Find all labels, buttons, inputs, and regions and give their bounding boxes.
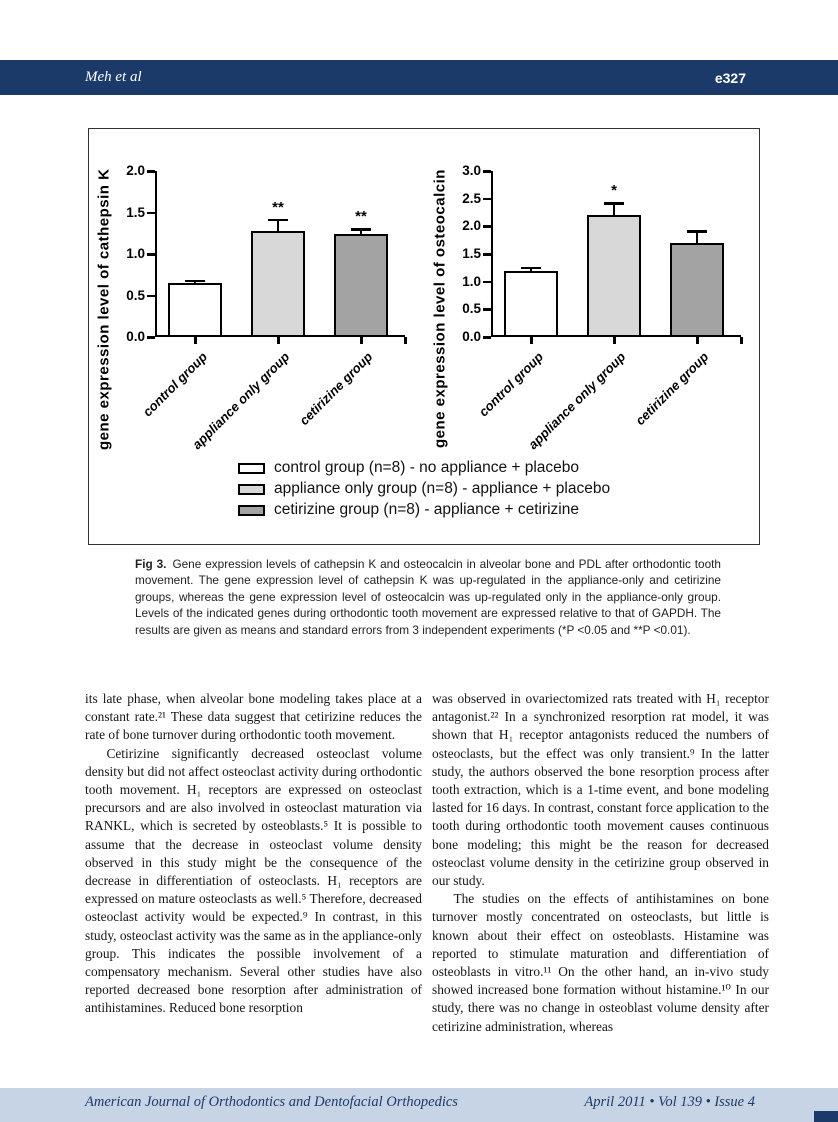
footer-issue-info: April 2011 • Vol 139 • Issue 4: [584, 1093, 755, 1110]
y-tick-label: 2.5: [462, 190, 481, 206]
paragraph: Cetirizine significantly decreased osteo…: [85, 745, 422, 1016]
x-tick-mark: [530, 337, 533, 344]
header-page-number: e327: [714, 69, 746, 86]
paragraph: its late phase, when alveolar bone model…: [85, 691, 422, 743]
x-category-label: cetirizine group: [296, 349, 376, 429]
header-bar: Meh et al e327: [0, 60, 838, 95]
x-category-label: cetirizine group: [632, 349, 712, 429]
legend-swatch: [238, 504, 265, 516]
error-bar-cap: [268, 218, 288, 222]
error-bar-cap: [185, 279, 205, 283]
y-tick-mark: [147, 211, 155, 214]
y-tick-mark: [483, 308, 491, 311]
y-tick-mark: [483, 197, 491, 201]
y-tick-label: 2.0: [462, 218, 481, 234]
x-category-label: control group: [139, 349, 210, 420]
bar: [334, 234, 388, 337]
x-tick-mark: [696, 337, 699, 344]
error-bar-line: [359, 229, 363, 235]
y-tick-mark: [483, 280, 491, 284]
y-tick-label: 0.5: [462, 301, 481, 317]
x-tick-mark: [613, 337, 616, 344]
y-tick-label: 1.5: [462, 246, 481, 261]
legend-label: control group (n=8) - no appliance + pla…: [274, 459, 580, 476]
error-bar-line: [695, 231, 699, 244]
bar: [504, 270, 558, 337]
x-axis-end-tick: [404, 337, 407, 344]
caption-fig-label: Fig 3.: [135, 557, 167, 571]
significance-label: **: [272, 198, 284, 216]
bar: [587, 214, 641, 337]
error-bar-cap: [604, 202, 624, 205]
significance-label: *: [611, 182, 617, 200]
footer-corner-mark: [814, 1111, 838, 1122]
error-bar-line: [612, 203, 616, 215]
y-tick-label: 1.5: [126, 204, 145, 220]
footer-bar: American Journal of Orthodontics and Den…: [0, 1088, 838, 1122]
y-tick-label: 1.0: [126, 246, 145, 261]
paragraph: The studies on the effects of antihistam…: [432, 891, 769, 1034]
y-axis-label: gene expression level of cathepsin K: [95, 168, 113, 450]
y-tick-mark: [147, 294, 155, 297]
bar: [168, 283, 222, 337]
x-tick-mark: [194, 337, 197, 344]
y-tick-label: 1.0: [462, 273, 481, 289]
error-bar-line: [276, 219, 280, 231]
legend-label: appliance only group (n=8) - appliance +…: [274, 480, 611, 497]
legend-swatch: [238, 483, 265, 495]
y-tick-label: 0.0: [126, 329, 145, 344]
legend-item: appliance only group (n=8) - appliance +…: [238, 480, 610, 498]
x-tick-mark: [360, 337, 363, 344]
error-bar-cap: [351, 228, 371, 231]
caption-text: Gene expression levels of cathepsin K an…: [135, 557, 721, 637]
y-tick-label: 2.0: [126, 163, 145, 178]
paragraph: was observed in ovariectomized rats trea…: [432, 691, 769, 889]
x-category-label: control group: [475, 349, 546, 420]
y-tick-label: 0.0: [462, 329, 481, 344]
header-authors: Meh et al: [85, 69, 142, 85]
figure-legend: control group (n=8) - no appliance + pla…: [238, 459, 610, 522]
footer-journal-title: American Journal of Orthodontics and Den…: [85, 1093, 458, 1110]
legend-item: cetirizine group (n=8) - appliance + cet…: [238, 501, 610, 519]
body-left-column: its late phase, when alveolar bone model…: [85, 690, 422, 1018]
significance-label: **: [355, 208, 367, 226]
legend-swatch: [238, 462, 265, 474]
bar: [251, 230, 305, 337]
y-tick-label: 0.5: [126, 287, 145, 303]
y-tick-mark: [147, 336, 155, 339]
y-tick-mark: [483, 170, 491, 173]
body-right-column: was observed in ovariectomized rats trea…: [432, 690, 769, 1036]
error-bar-cap: [687, 230, 707, 233]
error-bar-cap: [521, 266, 541, 270]
y-tick-mark: [483, 253, 491, 256]
legend-item: control group (n=8) - no appliance + pla…: [238, 459, 610, 477]
legend-label: cetirizine group (n=8) - appliance + cet…: [274, 501, 579, 518]
figure-panel: gene expression level of cathepsin K 0.0…: [88, 128, 760, 545]
y-tick-mark: [483, 336, 491, 339]
y-tick-mark: [147, 170, 155, 173]
y-tick-mark: [483, 225, 491, 228]
y-tick-mark: [147, 253, 155, 256]
figure-caption: Fig 3. Gene expression levels of cathepsi…: [135, 556, 721, 638]
x-axis-end-tick: [740, 337, 743, 344]
chart-cathepsin-k: gene expression level of cathepsin K 0.0…: [93, 135, 423, 495]
bar: [670, 243, 724, 337]
chart-osteocalcin: gene expression level of osteocalcin 0.0…: [429, 135, 759, 495]
y-tick-label: 3.0: [462, 163, 481, 178]
x-tick-mark: [277, 337, 280, 344]
